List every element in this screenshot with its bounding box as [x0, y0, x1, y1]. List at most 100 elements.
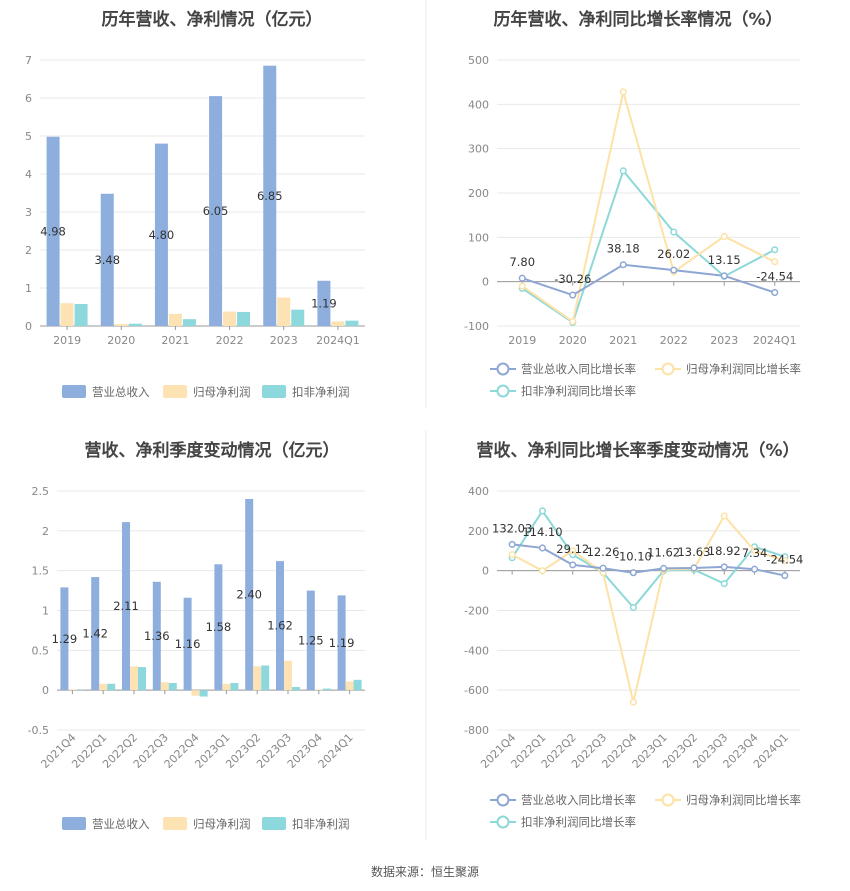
data-label: 11.62: [647, 545, 680, 559]
data-label: -30.26: [554, 272, 591, 286]
legend-label: 归母净利润: [193, 817, 251, 831]
data-point: [619, 167, 627, 175]
x-tick-label: 2021: [161, 334, 189, 347]
legend-label: 归母净利润: [193, 385, 251, 399]
data-label: 13.15: [708, 253, 741, 267]
bar-net-profit: [191, 690, 200, 696]
data-point: [720, 272, 728, 280]
legend-marker: [661, 793, 675, 807]
legend-marker: [496, 362, 510, 376]
data-point: [751, 547, 759, 555]
bar-deducted-profit: [168, 682, 177, 691]
y-tick-label: 400: [468, 98, 489, 111]
legend-label: 营业总收入同比增长率: [521, 362, 636, 376]
data-label: 3.48: [94, 253, 120, 267]
bar-deducted-profit: [353, 679, 362, 691]
series-line: [511, 509, 786, 610]
bar-revenue: [183, 597, 192, 691]
data-point: [599, 564, 607, 572]
x-tick-label: 2021: [609, 334, 637, 347]
data-point: [720, 580, 728, 588]
legend-swatch: [262, 385, 286, 398]
x-tick-label: 2023: [270, 334, 298, 347]
data-label: 6.05: [203, 204, 229, 218]
data-label: 1.19: [329, 636, 355, 650]
data-point: [720, 563, 728, 571]
data-label: 18.92: [708, 544, 741, 558]
bar-net-profit: [284, 660, 292, 691]
y-tick-label: -200: [464, 605, 489, 618]
chart-title: 历年营收、净利同比增长率情况（%）: [493, 9, 782, 30]
legend-swatch: [163, 385, 187, 398]
bar-deducted-profit: [107, 683, 116, 691]
source-note: 数据来源：恒生聚源: [371, 864, 479, 879]
bar-deducted-profit: [322, 688, 331, 691]
y-tick-label: -600: [464, 684, 489, 697]
y-tick-label: -400: [464, 644, 489, 657]
y-tick-label: 500: [468, 54, 489, 67]
y-tick-label: 300: [468, 143, 489, 156]
bar-deducted-profit: [237, 311, 251, 326]
y-tick-label: 2: [42, 525, 49, 538]
y-tick-label: 0: [482, 565, 489, 578]
data-point: [538, 507, 547, 515]
y-tick-label: 1: [25, 282, 32, 295]
data-point: [569, 318, 577, 326]
data-label: 29.12: [556, 542, 589, 556]
y-tick-label: -0.5: [28, 724, 49, 737]
data-point: [518, 274, 526, 282]
bar-net-profit: [168, 313, 182, 326]
bar-revenue: [154, 143, 168, 326]
bar-deducted-profit: [199, 690, 208, 697]
y-tick-label: 400: [468, 485, 489, 498]
quarterly-revenue-profit-panel: 营收、净利季度变动情况（亿元）-0.500.511.522.52021Q4202…: [28, 440, 365, 831]
data-label: 114.10: [522, 525, 562, 539]
bar-revenue: [306, 590, 315, 691]
y-tick-label: 2: [25, 244, 32, 257]
bar-revenue: [122, 522, 130, 691]
data-point: [629, 569, 637, 577]
legend-label: 扣非净利润: [292, 817, 350, 831]
bar-revenue: [100, 193, 114, 326]
x-tick-label: 2022: [660, 334, 688, 347]
bar-revenue: [152, 581, 161, 691]
legend-label: 营业总收入: [92, 385, 150, 399]
chart-title: 营收、净利季度变动情况（亿元）: [85, 440, 340, 461]
data-point: [670, 266, 678, 274]
x-tick-label: 2019: [53, 334, 81, 347]
y-tick-label: 5: [25, 130, 32, 143]
data-label: 1.42: [82, 627, 108, 641]
bar-net-profit: [277, 297, 291, 326]
data-point: [518, 282, 526, 290]
legend-label: 归母净利润同比增长率: [686, 362, 801, 376]
y-tick-label: -100: [464, 320, 489, 333]
y-tick-label: 1: [42, 605, 49, 618]
bar-net-profit: [68, 689, 77, 691]
x-tick-label: 2020: [107, 334, 135, 347]
bar-revenue: [209, 96, 223, 326]
legend-marker: [496, 384, 510, 398]
data-label: -10.10: [615, 550, 652, 564]
chart-title: 历年营收、净利情况（亿元）: [102, 9, 323, 30]
legend-marker: [496, 815, 510, 829]
bar-revenue: [91, 577, 100, 691]
legend-marker: [661, 362, 675, 376]
data-point: [629, 698, 637, 706]
y-tick-label: 3: [25, 206, 32, 219]
quarterly-growth-rate-panel: 营收、净利同比增长率季度变动情况（%） -800 -600 -400 -200 0 200 4…: [464, 440, 803, 829]
x-tick-label: 2019: [508, 334, 536, 347]
legend-label: 营业总收入同比增长率: [521, 793, 636, 807]
series-line: [521, 263, 776, 297]
legend-label: 扣非净利润: [292, 385, 350, 399]
data-label: -24.54: [766, 553, 803, 567]
bar-deducted-profit: [291, 309, 305, 326]
data-point: [771, 258, 779, 266]
data-label: 1.58: [206, 620, 232, 634]
data-point: [771, 246, 779, 254]
y-tick-label: 4: [25, 168, 32, 181]
annual-growth-rate-panel: 历年营收、净利同比增长率情况（%） -100 0 100 200 300 400 500 201…: [464, 9, 801, 398]
y-tick-label: 1.5: [32, 565, 50, 578]
y-tick-label: 0: [25, 320, 32, 333]
y-tick-label: 0: [482, 276, 489, 289]
legend-swatch: [163, 817, 187, 830]
